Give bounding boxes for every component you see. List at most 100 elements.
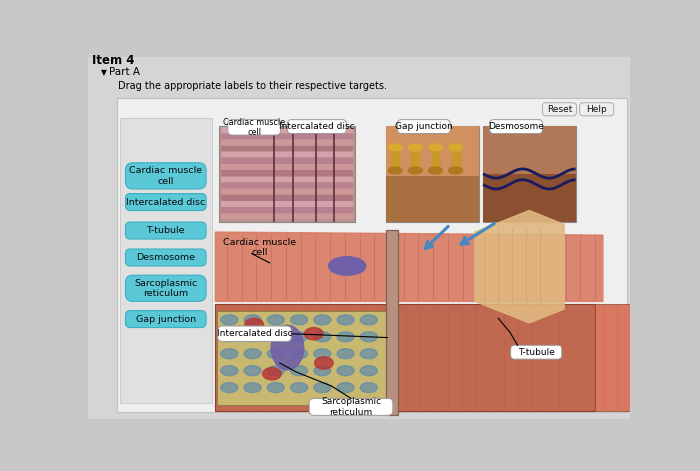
Text: Cardiac muscle
cell: Cardiac muscle cell bbox=[223, 238, 296, 257]
Bar bbox=[483, 126, 575, 173]
Polygon shape bbox=[216, 232, 603, 301]
Ellipse shape bbox=[267, 349, 284, 359]
Text: Gap junction: Gap junction bbox=[395, 122, 453, 131]
Ellipse shape bbox=[244, 382, 261, 393]
Ellipse shape bbox=[290, 365, 307, 376]
Ellipse shape bbox=[337, 349, 354, 359]
Bar bbox=[386, 126, 479, 176]
Ellipse shape bbox=[290, 332, 307, 342]
Text: ▼: ▼ bbox=[102, 68, 107, 77]
Bar bbox=[217, 310, 389, 405]
Bar bbox=[117, 98, 627, 412]
Ellipse shape bbox=[408, 144, 422, 151]
Ellipse shape bbox=[290, 349, 307, 359]
Text: Cardiac muscle
cell: Cardiac muscle cell bbox=[223, 118, 285, 137]
Bar bbox=[220, 177, 354, 182]
Text: Intercalated disc: Intercalated disc bbox=[279, 122, 355, 131]
Ellipse shape bbox=[337, 315, 354, 325]
Text: Part A: Part A bbox=[109, 67, 140, 77]
Ellipse shape bbox=[245, 318, 263, 331]
Bar bbox=[220, 152, 354, 157]
Ellipse shape bbox=[337, 382, 354, 393]
Ellipse shape bbox=[220, 315, 238, 325]
Bar bbox=[220, 146, 354, 151]
Bar bbox=[483, 126, 575, 222]
Ellipse shape bbox=[271, 325, 304, 370]
Bar bbox=[216, 304, 595, 411]
FancyBboxPatch shape bbox=[398, 120, 450, 133]
Ellipse shape bbox=[220, 365, 238, 376]
Ellipse shape bbox=[360, 365, 377, 376]
Text: Sarcoplasmic
reticulum: Sarcoplasmic reticulum bbox=[134, 278, 197, 298]
Ellipse shape bbox=[328, 257, 365, 275]
Text: Desmosome: Desmosome bbox=[488, 122, 544, 131]
Bar bbox=[391, 147, 399, 171]
FancyBboxPatch shape bbox=[125, 275, 206, 301]
Ellipse shape bbox=[449, 144, 463, 151]
FancyBboxPatch shape bbox=[125, 249, 206, 266]
Ellipse shape bbox=[267, 382, 284, 393]
Bar bbox=[219, 126, 355, 222]
Ellipse shape bbox=[314, 357, 333, 369]
Bar bbox=[220, 214, 354, 219]
Bar bbox=[120, 118, 211, 403]
Ellipse shape bbox=[262, 367, 281, 380]
Ellipse shape bbox=[314, 332, 331, 342]
Bar bbox=[220, 195, 354, 201]
FancyBboxPatch shape bbox=[542, 103, 577, 116]
Text: Sarcoplasmic
reticulum: Sarcoplasmic reticulum bbox=[321, 397, 381, 416]
Bar bbox=[220, 164, 354, 170]
Ellipse shape bbox=[360, 332, 377, 342]
Ellipse shape bbox=[220, 332, 238, 342]
Bar bbox=[432, 147, 440, 171]
Ellipse shape bbox=[244, 332, 261, 342]
Polygon shape bbox=[475, 211, 564, 323]
FancyBboxPatch shape bbox=[125, 194, 206, 211]
Bar bbox=[412, 147, 419, 171]
Text: Intercalated disc: Intercalated disc bbox=[217, 329, 293, 338]
Ellipse shape bbox=[220, 349, 238, 359]
FancyBboxPatch shape bbox=[125, 310, 206, 327]
Text: Intercalated disc: Intercalated disc bbox=[126, 197, 205, 207]
FancyBboxPatch shape bbox=[125, 163, 206, 189]
Bar bbox=[386, 230, 398, 414]
Ellipse shape bbox=[360, 349, 377, 359]
Ellipse shape bbox=[244, 315, 261, 325]
Ellipse shape bbox=[267, 332, 284, 342]
Bar bbox=[386, 126, 479, 222]
Ellipse shape bbox=[360, 382, 377, 393]
Ellipse shape bbox=[389, 144, 402, 151]
Text: Reset: Reset bbox=[547, 105, 572, 114]
Ellipse shape bbox=[267, 365, 284, 376]
Ellipse shape bbox=[244, 349, 261, 359]
Ellipse shape bbox=[314, 382, 331, 393]
Bar bbox=[595, 304, 700, 411]
Ellipse shape bbox=[314, 315, 331, 325]
Ellipse shape bbox=[360, 315, 377, 325]
FancyBboxPatch shape bbox=[125, 222, 206, 239]
Text: T-tubule: T-tubule bbox=[518, 348, 554, 357]
Ellipse shape bbox=[337, 332, 354, 342]
Bar bbox=[483, 173, 575, 222]
Text: Cardiac muscle
cell: Cardiac muscle cell bbox=[130, 166, 202, 186]
Bar bbox=[220, 183, 354, 188]
FancyBboxPatch shape bbox=[288, 120, 346, 133]
Text: Help: Help bbox=[587, 105, 607, 114]
Ellipse shape bbox=[314, 365, 331, 376]
Bar bbox=[220, 133, 354, 139]
Ellipse shape bbox=[314, 349, 331, 359]
FancyBboxPatch shape bbox=[511, 345, 562, 359]
Ellipse shape bbox=[449, 167, 463, 174]
Bar bbox=[220, 201, 354, 207]
Text: Gap junction: Gap junction bbox=[136, 315, 196, 324]
Ellipse shape bbox=[244, 365, 261, 376]
Ellipse shape bbox=[220, 382, 238, 393]
Bar bbox=[220, 189, 354, 195]
Ellipse shape bbox=[290, 382, 307, 393]
FancyBboxPatch shape bbox=[580, 103, 614, 116]
Text: T-tubule: T-tubule bbox=[146, 226, 185, 235]
Bar bbox=[220, 127, 354, 133]
Text: Desmosome: Desmosome bbox=[136, 253, 195, 262]
FancyBboxPatch shape bbox=[490, 120, 542, 133]
Bar bbox=[220, 158, 354, 163]
